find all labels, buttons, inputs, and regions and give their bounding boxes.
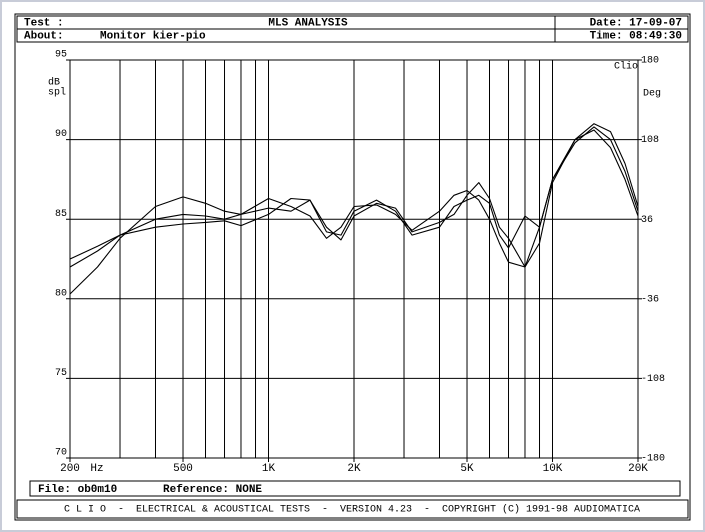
x-tick-label: 20K — [628, 463, 648, 475]
y2-tick-label: -36 — [641, 294, 659, 305]
x-tick-label: 200 — [60, 463, 80, 475]
y-tick-label: 70 — [55, 448, 67, 459]
time: Time: 08:49:30 — [590, 30, 682, 42]
y-axis-label: spl — [48, 87, 66, 99]
y2-axis-label: Deg — [643, 89, 661, 100]
date: Date: 17-09-07 — [590, 17, 682, 29]
y2-tick-label: 36 — [641, 215, 653, 226]
x-axis-label: Hz — [90, 463, 103, 475]
page-frame — [14, 13, 691, 521]
reference: Reference: NONE — [163, 484, 262, 496]
title: MLS ANALYSIS — [268, 17, 348, 29]
banner: C L I O - ELECTRICAL & ACOUSTICAL TESTS … — [64, 504, 640, 516]
y-tick-label: 85 — [55, 209, 67, 220]
x-tick-label: 500 — [173, 463, 193, 475]
y-axis-label: dB — [48, 77, 60, 89]
response-curve — [69, 129, 639, 260]
about: Monitor kier-pio — [100, 30, 206, 42]
annotation: Clio — [614, 61, 638, 73]
x-tick-label: 2K — [347, 463, 361, 475]
y-tick-label: 80 — [55, 288, 67, 299]
x-tick-label: 10K — [543, 463, 563, 475]
y2-tick-label: -108 — [641, 374, 665, 385]
x-tick-label: 5K — [460, 463, 474, 475]
banner-box — [16, 499, 689, 519]
test-label: Test : — [24, 17, 64, 29]
about-label: About: — [24, 30, 64, 42]
y-tick-label: 90 — [55, 129, 67, 140]
y2-tick-label: 108 — [641, 135, 659, 146]
y-tick-label: 75 — [55, 368, 67, 379]
y2-tick-label: 180 — [641, 56, 659, 67]
file: File: ob0m10 — [38, 484, 117, 496]
y2-tick-label: -180 — [641, 454, 665, 465]
response-curve — [69, 123, 639, 268]
x-tick-label: 1K — [262, 463, 276, 475]
y-tick-label: 95 — [55, 50, 67, 61]
file-box — [29, 480, 681, 497]
